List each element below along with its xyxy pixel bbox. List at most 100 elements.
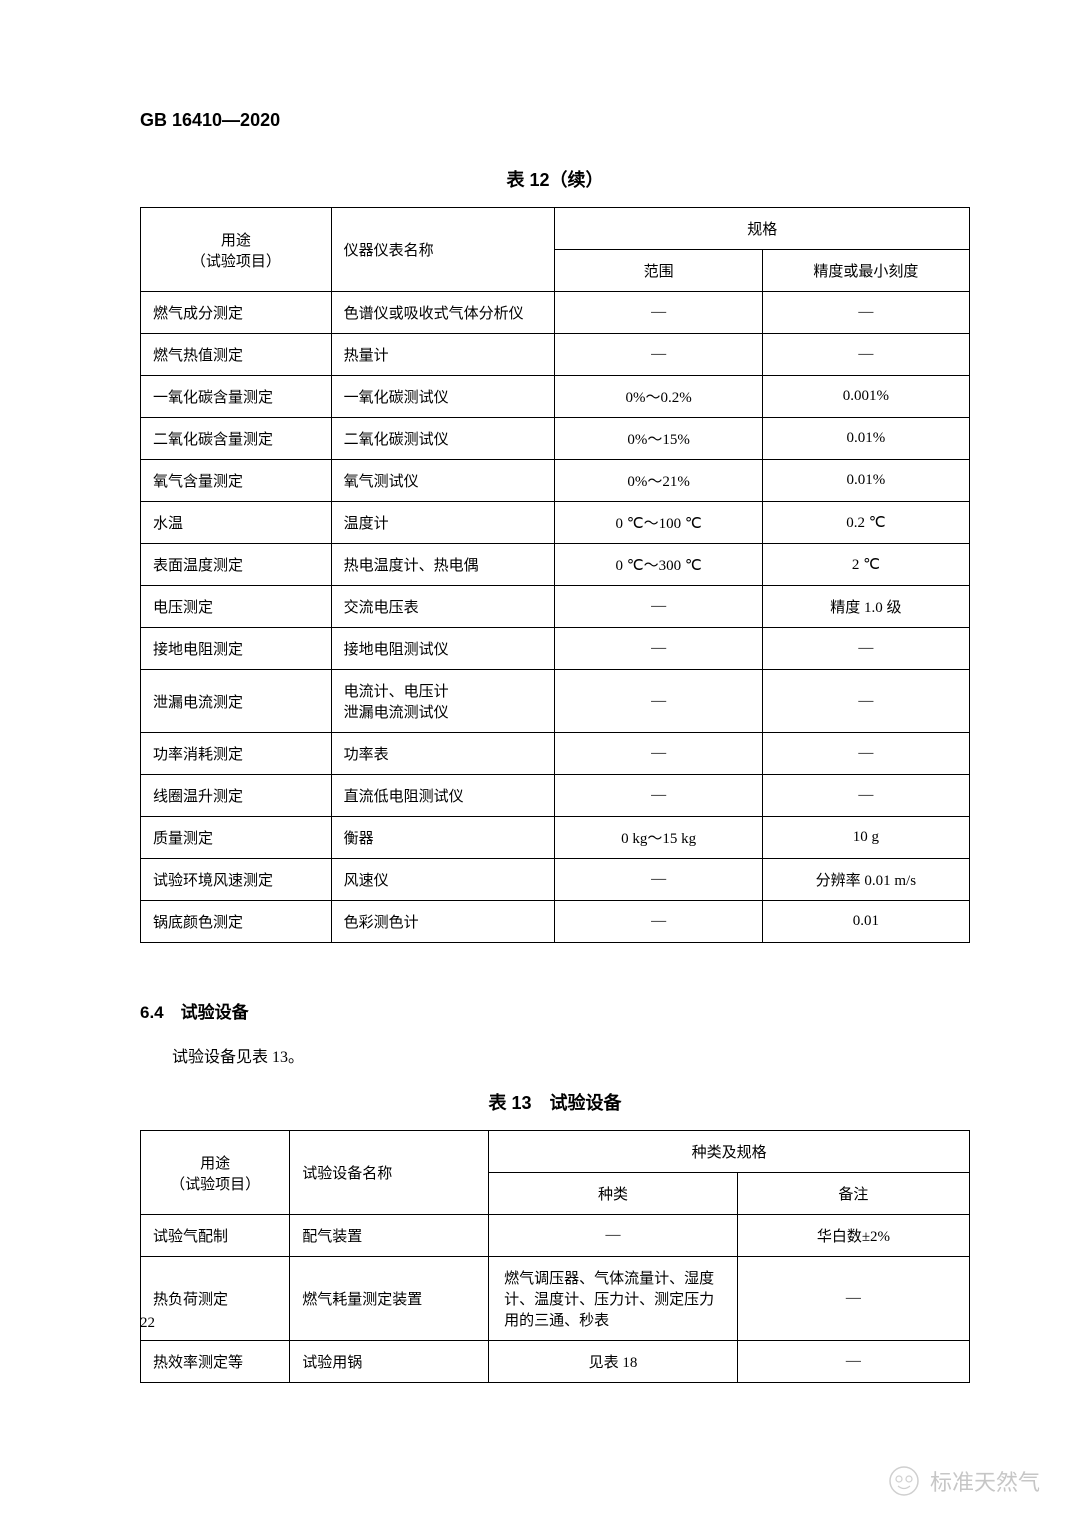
table-cell: 衡器 (331, 817, 555, 859)
table-cell: 电流计、电压计 泄漏电流测试仪 (331, 670, 555, 733)
table-cell: 0.01 (762, 901, 969, 943)
table-cell: 电压测定 (141, 586, 332, 628)
table-row: 锅底颜色测定色彩测色计—0.01 (141, 901, 970, 943)
table13-title: 表 13 试验设备 (140, 1089, 970, 1115)
table-cell: 氧气含量测定 (141, 460, 332, 502)
section-title: 6.4 试验设备 (140, 998, 970, 1023)
table-row: 电压测定交流电压表—精度 1.0 级 (141, 586, 970, 628)
table-cell: — (762, 292, 969, 334)
table-cell: 精度 1.0 级 (762, 586, 969, 628)
table-cell: 风速仪 (331, 859, 555, 901)
table-cell: 温度计 (331, 502, 555, 544)
table-cell: — (555, 670, 762, 733)
table-row: 试验环境风速测定风速仪—分辨率 0.01 m/s (141, 859, 970, 901)
table-row: 线圈温升测定直流低电阻测试仪—— (141, 775, 970, 817)
table-cell: 锅底颜色测定 (141, 901, 332, 943)
table12-header-spec: 规格 (555, 208, 970, 250)
table-row: 水温温度计0 ℃～100 ℃0.2 ℃ (141, 502, 970, 544)
table-cell: — (555, 901, 762, 943)
table-cell: 表面温度测定 (141, 544, 332, 586)
table13: 用途 （试验项目） 试验设备名称 种类及规格 种类 备注 试验气配制配气装置—华… (140, 1130, 970, 1383)
table12-header-instrument: 仪器仪表名称 (331, 208, 555, 292)
table-cell: 功率表 (331, 733, 555, 775)
table-cell: 直流低电阻测试仪 (331, 775, 555, 817)
table-cell: — (762, 334, 969, 376)
table-row: 表面温度测定热电温度计、热电偶0 ℃～300 ℃2 ℃ (141, 544, 970, 586)
table13-header-type: 种类 (489, 1173, 738, 1215)
table-cell: 0.01% (762, 460, 969, 502)
table-cell: 2 ℃ (762, 544, 969, 586)
table13-header-equipment: 试验设备名称 (290, 1131, 489, 1215)
table-cell: 0 ℃～100 ℃ (555, 502, 762, 544)
table-cell: 0%～15% (555, 418, 762, 460)
table-cell: 线圈温升测定 (141, 775, 332, 817)
table-cell: — (555, 859, 762, 901)
table-cell: 0.2 ℃ (762, 502, 969, 544)
table12-header-purpose-line1: 用途 (153, 229, 319, 250)
table-row: 试验气配制配气装置—华白数±2% (141, 1215, 970, 1257)
table-cell: — (737, 1341, 969, 1383)
table-cell: 一氧化碳测试仪 (331, 376, 555, 418)
table-cell: 10 g (762, 817, 969, 859)
table-row: 热负荷测定燃气耗量测定装置燃气调压器、气体流量计、湿度计、温度计、压力计、测定压… (141, 1257, 970, 1341)
table-cell: 试验环境风速测定 (141, 859, 332, 901)
table-cell: 一氧化碳含量测定 (141, 376, 332, 418)
table12-header-range: 范围 (555, 250, 762, 292)
table-cell: — (737, 1257, 969, 1341)
table-cell: — (555, 586, 762, 628)
table-row: 泄漏电流测定电流计、电压计 泄漏电流测试仪—— (141, 670, 970, 733)
table12-header-purpose-line2: （试验项目） (153, 250, 319, 271)
table-cell: 色谱仪或吸收式气体分析仪 (331, 292, 555, 334)
table-cell: 0%～0.2% (555, 376, 762, 418)
table-cell: 试验用锅 (290, 1341, 489, 1383)
table-cell: 0.01% (762, 418, 969, 460)
table12-title: 表 12（续） (140, 166, 970, 192)
section-text: 试验设备见表 13。 (140, 1043, 970, 1067)
table-cell: 交流电压表 (331, 586, 555, 628)
table12: 用途 （试验项目） 仪器仪表名称 规格 范围 精度或最小刻度 燃气成分测定色谱仪… (140, 207, 970, 943)
table-cell: 二氧化碳测试仪 (331, 418, 555, 460)
table-cell: 0.001% (762, 376, 969, 418)
table-row: 燃气热值测定热量计—— (141, 334, 970, 376)
table-row: 氧气含量测定氧气测试仪0%～21%0.01% (141, 460, 970, 502)
table-cell: 二氧化碳含量测定 (141, 418, 332, 460)
table-row: 燃气成分测定色谱仪或吸收式气体分析仪—— (141, 292, 970, 334)
table-cell: 0 ℃～300 ℃ (555, 544, 762, 586)
table-cell: 热电温度计、热电偶 (331, 544, 555, 586)
table-cell: — (762, 628, 969, 670)
watermark: 标准天然气 (888, 1465, 1040, 1497)
table-row: 热效率测定等试验用锅见表 18— (141, 1341, 970, 1383)
table-cell: 接地电阻测定 (141, 628, 332, 670)
table13-header-spec: 种类及规格 (489, 1131, 970, 1173)
table-cell: — (555, 775, 762, 817)
table-row: 接地电阻测定接地电阻测试仪—— (141, 628, 970, 670)
table-cell: 华白数±2% (737, 1215, 969, 1257)
table-cell: 热负荷测定 (141, 1257, 290, 1341)
watermark-icon (888, 1465, 920, 1497)
table-cell: 色彩测色计 (331, 901, 555, 943)
table-cell: 质量测定 (141, 817, 332, 859)
table-cell: 燃气热值测定 (141, 334, 332, 376)
table-cell: — (762, 775, 969, 817)
table-cell: 热量计 (331, 334, 555, 376)
table-cell: 分辨率 0.01 m/s (762, 859, 969, 901)
table-cell: 泄漏电流测定 (141, 670, 332, 733)
table-cell: 试验气配制 (141, 1215, 290, 1257)
table-cell: — (555, 628, 762, 670)
table-cell: — (555, 334, 762, 376)
table-row: 质量测定衡器0 kg～15 kg10 g (141, 817, 970, 859)
table12-header-purpose: 用途 （试验项目） (141, 208, 332, 292)
table-cell: — (762, 733, 969, 775)
table-cell: 接地电阻测试仪 (331, 628, 555, 670)
table-cell: 燃气调压器、气体流量计、湿度计、温度计、压力计、测定压力用的三通、秒表 (489, 1257, 738, 1341)
table-cell: 燃气成分测定 (141, 292, 332, 334)
table-cell: 见表 18 (489, 1341, 738, 1383)
table-cell: 0 kg～15 kg (555, 817, 762, 859)
table-cell: 0%～21% (555, 460, 762, 502)
table-cell: 氧气测试仪 (331, 460, 555, 502)
table13-header-note: 备注 (737, 1173, 969, 1215)
table-cell: — (555, 292, 762, 334)
table12-header-precision: 精度或最小刻度 (762, 250, 969, 292)
watermark-text: 标准天然气 (930, 1465, 1040, 1497)
table-row: 一氧化碳含量测定一氧化碳测试仪0%～0.2%0.001% (141, 376, 970, 418)
